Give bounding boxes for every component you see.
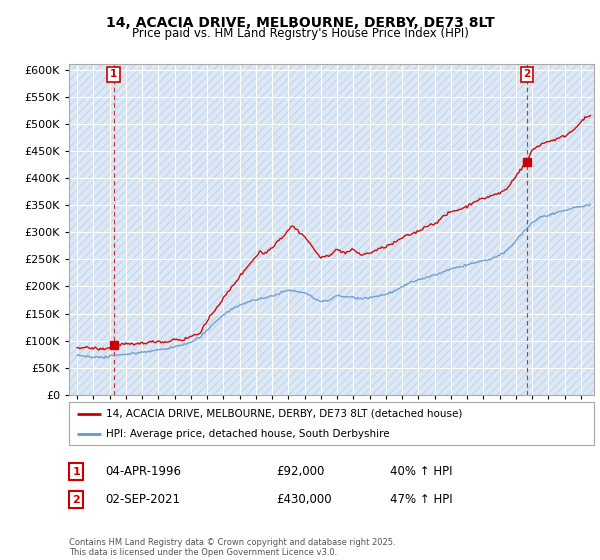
Text: 1: 1 (110, 69, 118, 80)
Text: £92,000: £92,000 (276, 465, 325, 478)
Text: 2: 2 (523, 69, 530, 80)
Text: 04-APR-1996: 04-APR-1996 (105, 465, 181, 478)
Text: Contains HM Land Registry data © Crown copyright and database right 2025.
This d: Contains HM Land Registry data © Crown c… (69, 538, 395, 557)
Text: £430,000: £430,000 (276, 493, 332, 506)
Text: 40% ↑ HPI: 40% ↑ HPI (390, 465, 452, 478)
Text: 14, ACACIA DRIVE, MELBOURNE, DERBY, DE73 8LT (detached house): 14, ACACIA DRIVE, MELBOURNE, DERBY, DE73… (106, 409, 462, 419)
Text: 02-SEP-2021: 02-SEP-2021 (105, 493, 180, 506)
Text: 1: 1 (73, 466, 80, 477)
Text: 2: 2 (73, 494, 80, 505)
Text: HPI: Average price, detached house, South Derbyshire: HPI: Average price, detached house, Sout… (106, 430, 389, 439)
Text: 47% ↑ HPI: 47% ↑ HPI (390, 493, 452, 506)
Text: Price paid vs. HM Land Registry's House Price Index (HPI): Price paid vs. HM Land Registry's House … (131, 27, 469, 40)
Text: 14, ACACIA DRIVE, MELBOURNE, DERBY, DE73 8LT: 14, ACACIA DRIVE, MELBOURNE, DERBY, DE73… (106, 16, 494, 30)
